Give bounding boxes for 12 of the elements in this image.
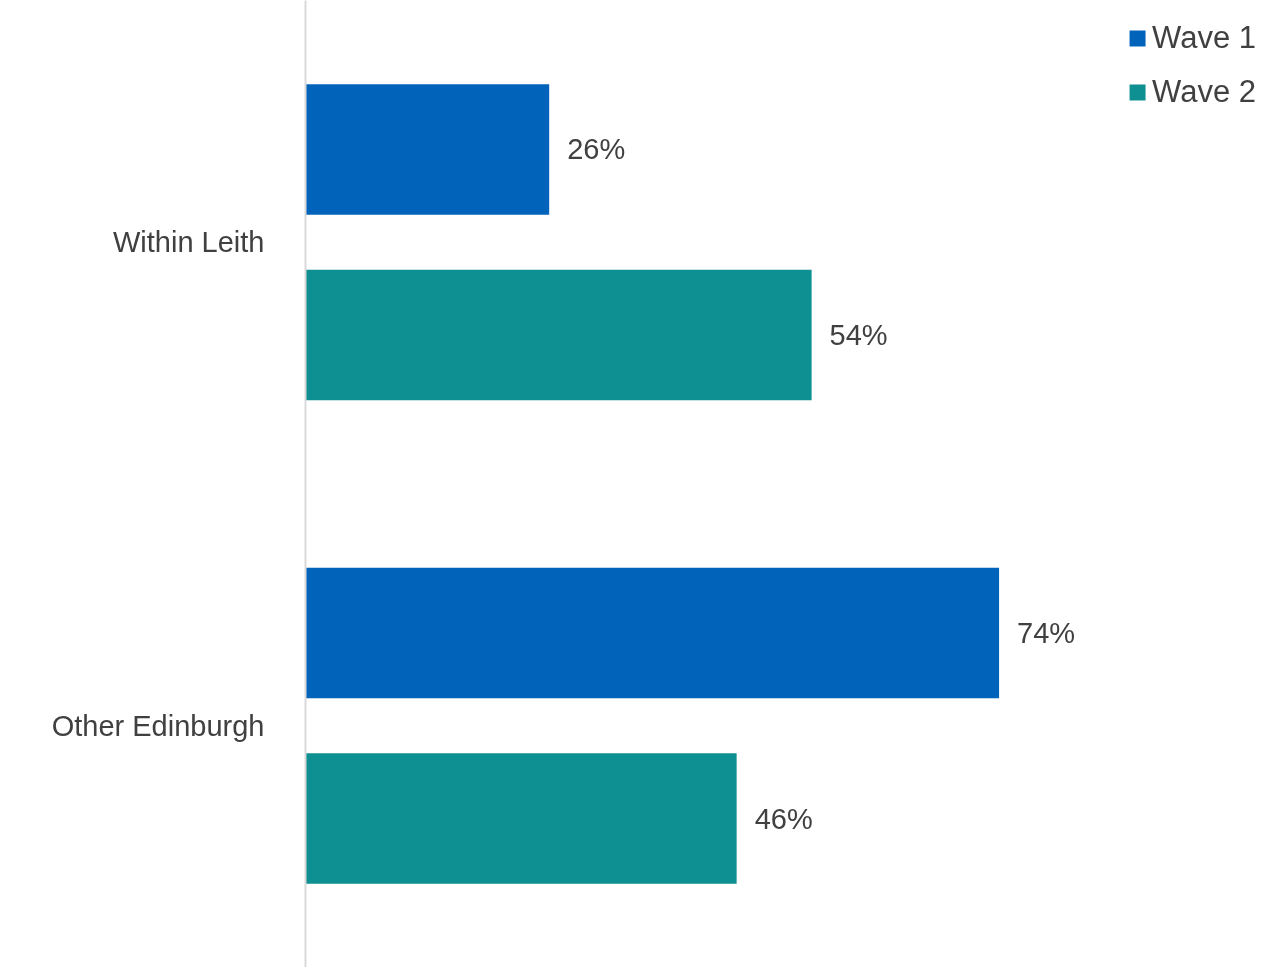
bar (305, 753, 737, 884)
data-label: 74% (1017, 616, 1076, 649)
bar (305, 567, 1000, 699)
bar (305, 84, 550, 215)
bar (305, 269, 812, 401)
data-label: 46% (754, 802, 813, 835)
legend-label: Wave 1 (1152, 20, 1256, 56)
y-tick-label: Within Leith (112, 226, 265, 259)
data-label: 26% (567, 133, 626, 166)
legend-label: Wave 2 (1152, 74, 1256, 110)
data-label: 54% (829, 319, 888, 352)
y-tick-label: Other Edinburgh (51, 709, 265, 742)
